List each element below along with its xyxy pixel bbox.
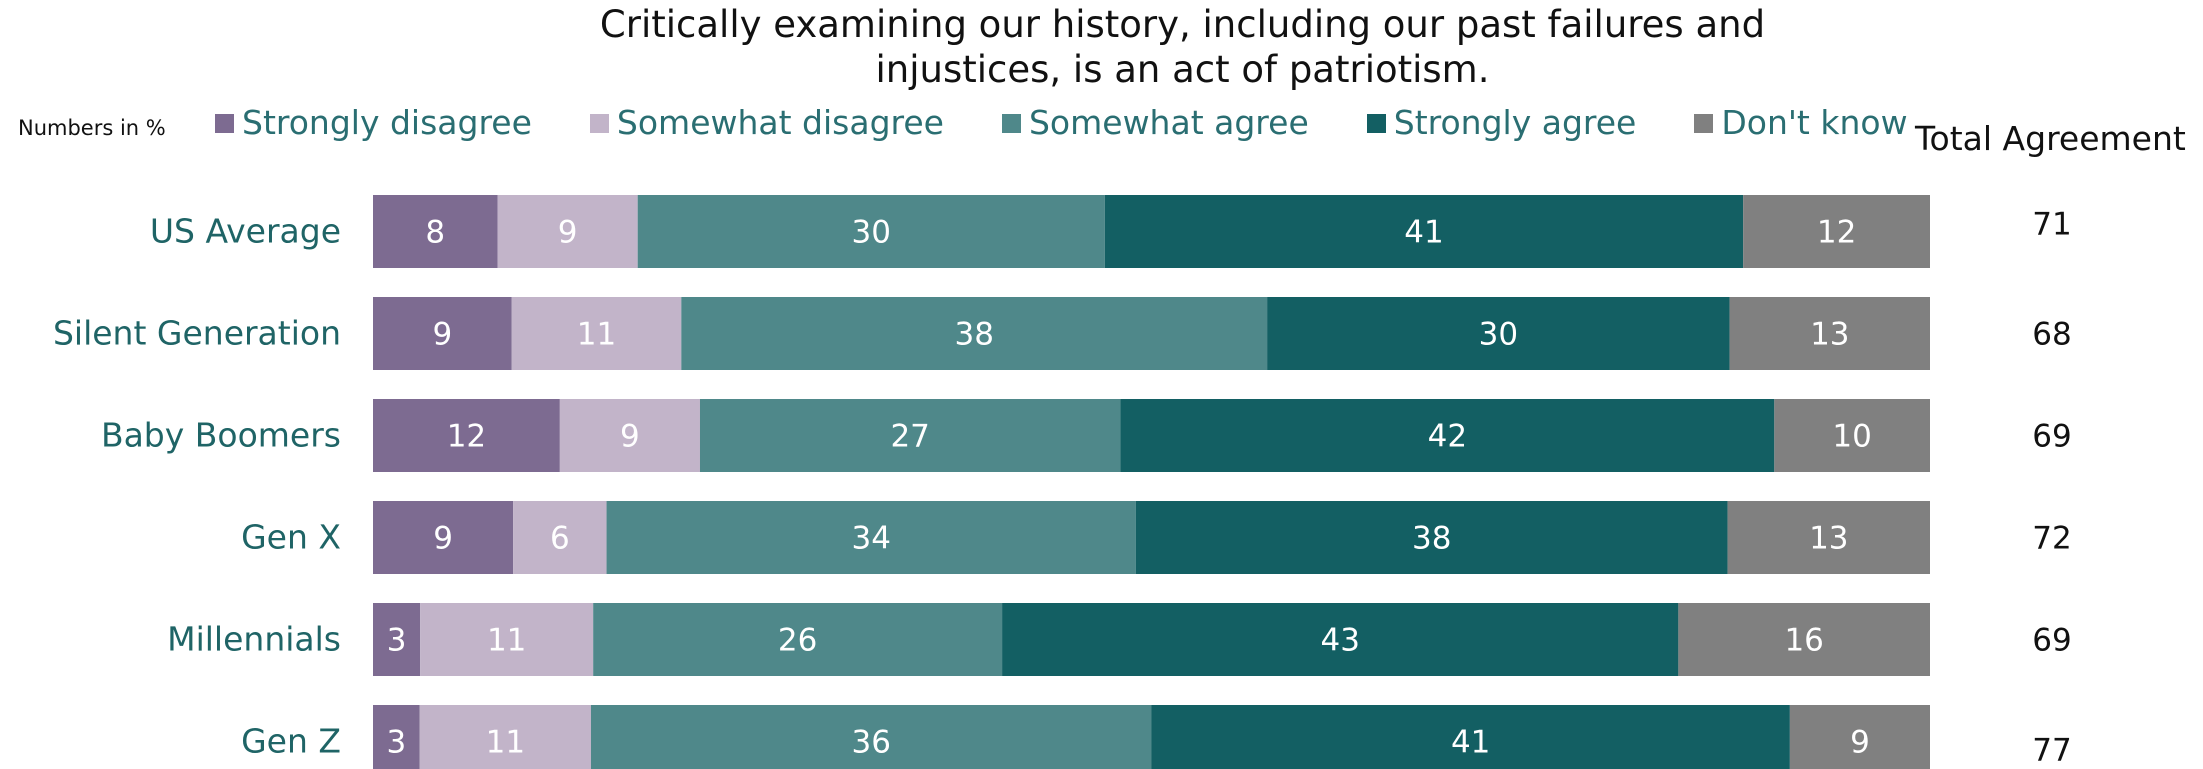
total-agreement-silent-generation: 68 [2032,317,2071,353]
legend: Strongly disagree Somewhat disagree Some… [215,102,1908,144]
bar-baby-boomers-strongly-disagree [373,399,560,472]
value-label-us-average-somewhat-disagree: 9 [558,215,578,251]
value-label-millennials-strongly-agree: 43 [1321,623,1360,659]
value-label-gen-z-strongly-disagree: 3 [386,725,406,761]
value-label-silent-generation-somewhat-disagree: 11 [577,317,616,353]
legend-label-strongly-agree: Strongly agree [1393,103,1637,142]
total-agreement-gen-z: 77 [2032,733,2071,769]
value-label-baby-boomers-strongly-agree: 42 [1428,419,1467,455]
value-label-millennials-don-t-know: 16 [1784,623,1823,659]
bar-millennials-don-t-know [1678,603,1930,676]
bar-gen-x-somewhat-agree [606,501,1136,574]
legend-swatch-dont-know [1694,113,1714,133]
bar-millennials-strongly-agree [1002,603,1679,676]
value-label-gen-x-somewhat-agree: 34 [852,521,891,557]
legend-item-strongly-disagree: Strongly disagree [215,102,532,144]
value-label-silent-generation-don-t-know: 13 [1810,317,1849,353]
legend-item-strongly-agree: Strongly agree [1366,102,1637,144]
legend-label-somewhat-disagree: Somewhat disagree [616,103,944,142]
bar-us-average-somewhat-agree [637,195,1105,268]
bar-us-average-don-t-know [1743,195,1930,268]
legend-swatch-somewhat-disagree [589,113,609,133]
bar-silent-generation-don-t-know [1729,297,1930,370]
bar-gen-z-somewhat-disagree [419,705,591,769]
legend-label-dont-know: Don't know [1721,103,1908,142]
value-label-us-average-somewhat-agree: 30 [852,215,891,251]
legend-item-dont-know: Don't know [1694,102,1908,144]
value-label-millennials-somewhat-disagree: 11 [487,623,526,659]
legend-swatch-strongly-agree [1366,113,1386,133]
bar-baby-boomers-somewhat-disagree [559,399,700,472]
bar-gen-x-strongly-agree [1135,501,1728,574]
value-label-gen-z-strongly-agree: 41 [1451,725,1490,761]
value-label-gen-x-don-t-know: 13 [1809,521,1848,557]
bar-silent-generation-somewhat-disagree [511,297,682,370]
bar-millennials-somewhat-agree [593,603,1003,676]
value-label-silent-generation-strongly-agree: 30 [1479,317,1518,353]
legend-label-somewhat-agree: Somewhat agree [1028,103,1309,142]
total-agreement-baby-boomers: 69 [2032,419,2071,455]
total-agreement-header: Total Agreement [1915,119,2186,158]
chart-title: Critically examining our history, includ… [560,2,1805,92]
value-label-us-average-strongly-agree: 41 [1404,215,1443,251]
value-label-gen-x-strongly-agree: 38 [1412,521,1451,557]
total-agreement-millennials: 69 [2032,623,2071,659]
chart-title-line-2: injustices, is an act of patriotism. [875,48,1490,91]
legend-swatch-strongly-disagree [215,113,234,133]
value-label-gen-z-somewhat-agree: 36 [852,725,891,761]
bar-us-average-strongly-disagree [373,195,498,268]
legend-swatch-somewhat-agree [1001,113,1021,133]
value-label-us-average-strongly-disagree: 8 [425,215,445,251]
value-label-gen-z-don-t-know: 9 [1850,725,1870,761]
value-label-baby-boomers-don-t-know: 10 [1832,419,1871,455]
value-label-millennials-somewhat-agree: 26 [778,623,817,659]
bar-millennials-somewhat-disagree [420,603,594,676]
value-label-silent-generation-strongly-disagree: 9 [433,317,453,353]
bar-gen-z-strongly-disagree [373,705,420,769]
category-label-gen-x: Gen X [241,518,341,557]
category-label-silent-generation: Silent Generation [53,314,341,353]
bar-baby-boomers-strongly-agree [1120,399,1775,472]
bar-gen-z-strongly-agree [1151,705,1790,769]
legend-label-strongly-disagree: Strongly disagree [242,103,532,142]
total-agreement-gen-x: 72 [2032,521,2071,557]
value-label-us-average-don-t-know: 12 [1817,215,1856,251]
total-agreement-us-average: 71 [2032,207,2071,243]
category-label-baby-boomers: Baby Boomers [101,416,341,455]
bar-baby-boomers-somewhat-agree [699,399,1121,472]
bar-gen-z-somewhat-agree [590,705,1152,769]
value-label-baby-boomers-somewhat-disagree: 9 [620,419,640,455]
value-label-millennials-strongly-disagree: 3 [387,623,407,659]
category-label-millennials: Millennials [167,620,341,659]
value-label-gen-z-somewhat-disagree: 11 [486,725,525,761]
bar-gen-z-don-t-know [1789,705,1930,769]
value-label-baby-boomers-somewhat-agree: 27 [890,419,929,455]
legend-item-somewhat-agree: Somewhat agree [1001,102,1309,144]
units-note: Numbers in % [18,116,166,140]
bar-gen-x-somewhat-disagree [513,501,607,574]
bar-us-average-strongly-agree [1104,195,1744,268]
bar-silent-generation-strongly-agree [1267,297,1730,370]
bar-millennials-strongly-disagree [373,603,421,676]
value-label-gen-x-strongly-disagree: 9 [433,521,453,557]
value-label-silent-generation-somewhat-agree: 38 [954,317,993,353]
bar-gen-x-don-t-know [1727,501,1930,574]
category-label-gen-z: Gen Z [241,722,341,761]
bar-baby-boomers-don-t-know [1774,399,1930,472]
value-label-gen-x-somewhat-disagree: 6 [550,521,570,557]
chart-title-line-1: Critically examining our history, includ… [599,3,1766,46]
category-label-us-average: US Average [150,212,341,251]
legend-item-somewhat-disagree: Somewhat disagree [589,102,944,144]
bar-gen-x-strongly-disagree [373,501,514,574]
bar-silent-generation-strongly-disagree [373,297,512,370]
bar-us-average-somewhat-disagree [497,195,638,268]
value-label-baby-boomers-strongly-disagree: 12 [447,419,486,455]
bar-silent-generation-somewhat-agree [681,297,1268,370]
